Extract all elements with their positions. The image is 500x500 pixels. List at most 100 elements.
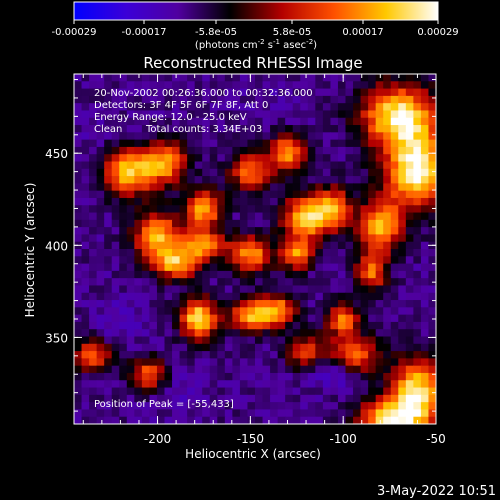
heatmap-cell	[164, 125, 173, 133]
heatmap-cell	[300, 103, 309, 112]
heatmap-cell	[255, 263, 264, 272]
heatmap-cell	[209, 74, 218, 82]
heatmap-cell	[134, 212, 143, 221]
heatmap-cell	[330, 161, 339, 170]
heatmap-cell	[104, 197, 113, 206]
heatmap-cell	[322, 227, 332, 236]
heatmap-cell	[104, 321, 113, 330]
heatmap-cell	[202, 409, 211, 418]
heatmap-cell	[262, 329, 271, 338]
heatmap-cell	[247, 285, 256, 294]
heatmap-cell	[405, 372, 414, 381]
heatmap-cell	[337, 219, 347, 228]
heatmap-cell	[277, 197, 286, 206]
heatmap-cell	[262, 176, 271, 184]
heatmap-cell	[322, 300, 332, 308]
heatmap-cell	[156, 372, 166, 381]
heatmap-cell	[96, 380, 105, 389]
heatmap-cell	[270, 380, 279, 389]
heatmap-cell	[156, 416, 166, 424]
heatmap-cell	[390, 95, 399, 104]
heatmap-cell	[368, 88, 377, 97]
heatmap-cell	[217, 300, 226, 308]
heatmap-cell	[111, 292, 120, 301]
heatmap-cell	[428, 110, 436, 119]
heatmap-cell	[74, 416, 83, 424]
heatmap-cell	[337, 81, 347, 90]
heatmap-cell	[277, 249, 286, 257]
heatmap-cell	[164, 329, 173, 338]
heatmap-cell	[368, 241, 377, 250]
heatmap-cell	[375, 278, 384, 287]
heatmap-cell	[307, 285, 316, 294]
heatmap-cell	[315, 278, 324, 287]
heatmap-cell	[202, 351, 211, 359]
heatmap-cell	[277, 365, 286, 374]
heatmap-cell	[96, 278, 105, 287]
heatmap-cell	[262, 117, 271, 126]
heatmap-cell	[119, 402, 128, 411]
heatmap-cell	[141, 190, 151, 199]
heatmap-cell	[353, 125, 362, 133]
heatmap-cell	[224, 234, 233, 243]
heatmap-cell	[119, 154, 128, 163]
heatmap-cell	[232, 249, 241, 257]
heatmap-cell	[345, 219, 354, 228]
heatmap-cell	[353, 219, 362, 228]
heatmap-cell	[428, 88, 436, 97]
heatmap-cell	[315, 270, 324, 279]
heatmap-cell	[360, 351, 369, 359]
heatmap-cell	[337, 321, 347, 330]
heatmap-cell	[217, 74, 226, 82]
heatmap-cell	[89, 125, 98, 133]
heatmap-cell	[420, 117, 430, 126]
heatmap-cell	[300, 176, 309, 184]
heatmap-cell	[187, 88, 196, 97]
heatmap-cell	[217, 154, 226, 163]
heatmap-cell	[202, 358, 211, 367]
heatmap-cell	[292, 212, 301, 221]
heatmap-cell	[315, 81, 324, 90]
heatmap-cell	[345, 197, 354, 206]
heatmap-cell	[247, 394, 256, 403]
heatmap-cell	[270, 278, 279, 287]
heatmap-cell	[315, 227, 324, 236]
heatmap-cell	[202, 103, 211, 112]
heatmap-cell	[156, 343, 166, 352]
heatmap-cell	[179, 307, 188, 316]
heatmap-cell	[292, 416, 301, 424]
heatmap-cell	[239, 358, 249, 367]
colorbar-tick-label: 0.00017	[342, 27, 383, 38]
heatmap-cell	[194, 278, 203, 287]
heatmap-cell	[179, 358, 188, 367]
heatmap-cell	[405, 234, 414, 243]
heatmap-cell	[270, 249, 279, 257]
heatmap-cell	[239, 183, 249, 192]
heatmap-cell	[285, 168, 294, 177]
heatmap-cell	[255, 190, 264, 199]
heatmap-cell	[209, 387, 218, 396]
heatmap-cell	[172, 249, 181, 257]
heatmap-cell	[345, 88, 354, 97]
heatmap-cell	[277, 329, 286, 338]
heatmap-cell	[119, 205, 128, 214]
heatmap-cell	[270, 292, 279, 301]
heatmap-cell	[322, 380, 332, 389]
heatmap-cell	[360, 110, 369, 119]
heatmap-cell	[322, 263, 332, 272]
heatmap-cell	[156, 168, 166, 177]
heatmap-cell	[300, 270, 309, 279]
heatmap-cell	[209, 263, 218, 272]
heatmap-cell	[353, 227, 362, 236]
heatmap-cell	[300, 212, 309, 221]
heatmap-cell	[224, 227, 233, 236]
heatmap-cell	[368, 358, 377, 367]
heatmap-cell	[383, 343, 392, 352]
heatmap-cell	[285, 416, 294, 424]
heatmap-cell	[292, 387, 301, 396]
heatmap-cell	[255, 205, 264, 214]
heatmap-cell	[270, 212, 279, 221]
heatmap-cell	[375, 88, 384, 97]
heatmap-cell	[209, 212, 218, 221]
heatmap-cell	[277, 351, 286, 359]
